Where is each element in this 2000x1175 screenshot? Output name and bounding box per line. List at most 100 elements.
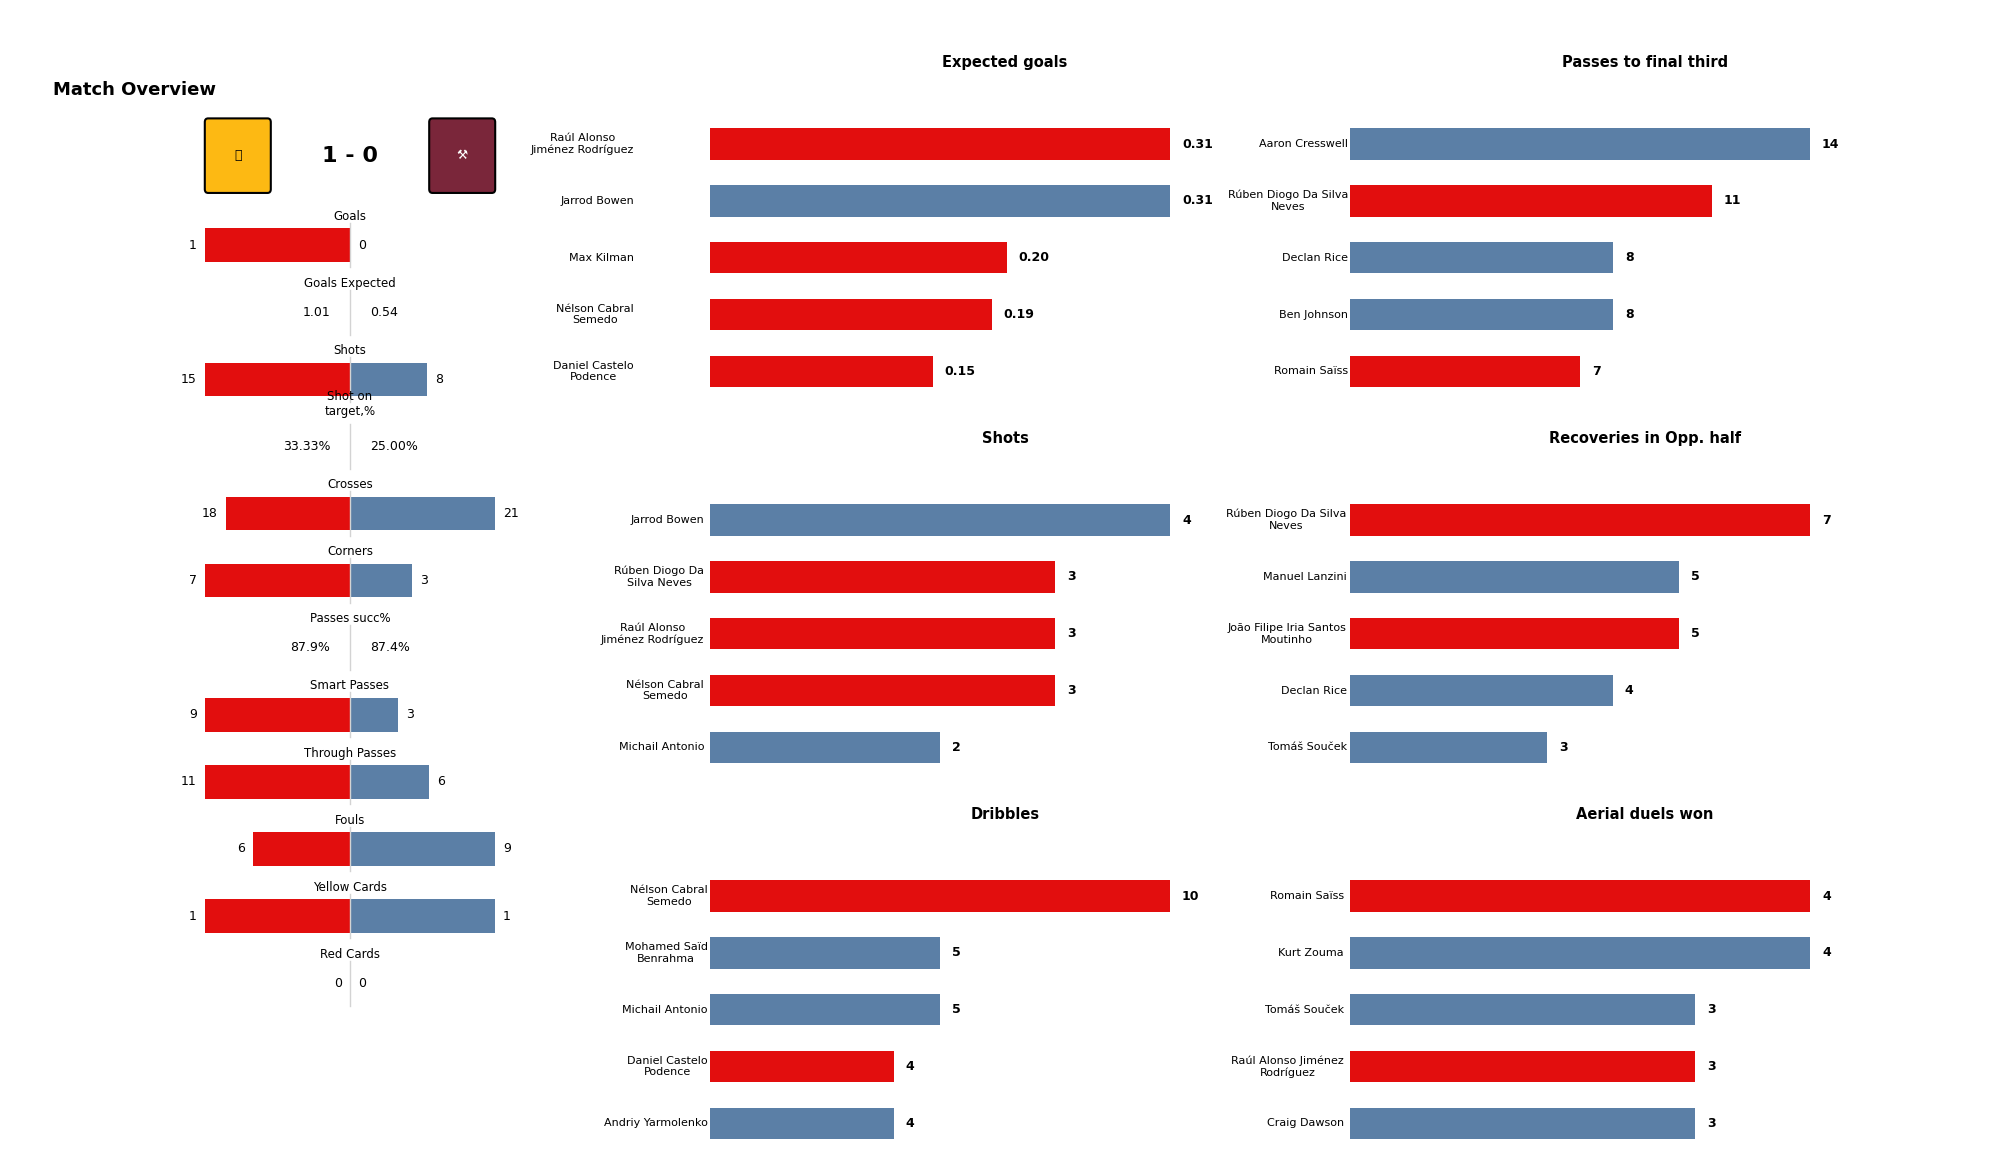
Text: Michail Antonio: Michail Antonio — [622, 1005, 708, 1015]
Bar — [710, 994, 940, 1026]
Text: 3: 3 — [1560, 741, 1568, 754]
Text: Smart Passes: Smart Passes — [310, 679, 390, 692]
Text: Passes to final third: Passes to final third — [1562, 55, 1728, 70]
Text: 7: 7 — [188, 575, 196, 588]
Text: Craig Dawson: Craig Dawson — [1266, 1119, 1344, 1128]
Text: Aaron Cresswell: Aaron Cresswell — [1260, 139, 1348, 149]
Text: 5: 5 — [1690, 627, 1700, 640]
Text: Through Passes: Through Passes — [304, 746, 396, 759]
Text: Tomáš Souček: Tomáš Souček — [1268, 743, 1346, 752]
Text: 87.9%: 87.9% — [290, 642, 330, 654]
Text: Daniel Castelo
Podence: Daniel Castelo Podence — [554, 361, 634, 382]
Text: Jarrod Bowen: Jarrod Bowen — [560, 196, 634, 206]
Text: 11: 11 — [182, 776, 196, 788]
Bar — [1350, 732, 1548, 763]
Text: 5: 5 — [1690, 570, 1700, 583]
Bar — [710, 186, 1170, 216]
Text: 0.15: 0.15 — [944, 365, 976, 378]
Text: 10: 10 — [1182, 889, 1200, 902]
Text: 5: 5 — [952, 946, 960, 959]
Text: Shots: Shots — [334, 344, 366, 357]
Bar — [350, 899, 496, 933]
Text: 8: 8 — [436, 372, 444, 385]
Text: 1 - 0: 1 - 0 — [322, 146, 378, 166]
Text: 4: 4 — [1182, 513, 1190, 526]
Text: 33.33%: 33.33% — [282, 439, 330, 452]
Text: Match Overview: Match Overview — [52, 81, 216, 99]
Text: Tomáš Souček: Tomáš Souček — [1264, 1005, 1344, 1015]
Text: 3: 3 — [1066, 684, 1076, 697]
Text: ⚽: ⚽ — [234, 149, 242, 162]
Bar — [1350, 298, 1612, 330]
Text: 1: 1 — [190, 239, 196, 251]
Text: Raúl Alonso Jiménez
Rodríguez: Raúl Alonso Jiménez Rodríguez — [1232, 1055, 1344, 1077]
Text: 3: 3 — [1066, 627, 1076, 640]
Text: 5: 5 — [952, 1003, 960, 1016]
Bar — [226, 497, 350, 530]
Bar — [204, 698, 350, 732]
Text: Declan Rice: Declan Rice — [1280, 685, 1346, 696]
Text: Raúl Alonso
Jiménez Rodríguez: Raúl Alonso Jiménez Rodríguez — [600, 623, 704, 645]
Bar — [1350, 618, 1678, 650]
Bar — [1350, 938, 1810, 968]
Bar — [1350, 504, 1810, 536]
Bar — [350, 497, 496, 530]
Bar — [350, 564, 412, 597]
Text: Max Kilman: Max Kilman — [568, 253, 634, 263]
Text: Fouls: Fouls — [334, 813, 366, 827]
Text: 7: 7 — [1822, 513, 1830, 526]
Bar — [710, 674, 1056, 706]
Bar — [1350, 128, 1810, 160]
Text: 1: 1 — [190, 909, 196, 922]
Text: 0: 0 — [358, 239, 366, 251]
Bar — [1350, 1050, 1696, 1082]
Text: Goals: Goals — [334, 210, 366, 223]
Bar — [204, 363, 350, 396]
Text: ⚒: ⚒ — [456, 149, 468, 162]
Text: 4: 4 — [906, 1117, 914, 1130]
Text: 3: 3 — [406, 709, 414, 721]
Bar — [1350, 242, 1612, 274]
Bar — [710, 1108, 894, 1139]
Text: Shot on
target,%: Shot on target,% — [324, 390, 376, 418]
Text: 0.19: 0.19 — [1004, 308, 1034, 321]
Text: 3: 3 — [1706, 1060, 1716, 1073]
Text: 18: 18 — [202, 508, 218, 521]
Text: 14: 14 — [1822, 137, 1840, 150]
Text: Nélson Cabral
Semedo: Nélson Cabral Semedo — [556, 304, 634, 325]
Bar — [1350, 1108, 1696, 1139]
Text: Declan Rice: Declan Rice — [1282, 253, 1348, 263]
Bar — [204, 765, 350, 799]
Bar — [254, 832, 350, 866]
Text: Rúben Diogo Da
Silva Neves: Rúben Diogo Da Silva Neves — [614, 566, 704, 588]
Text: Mohamed Saïd
Benrahma: Mohamed Saïd Benrahma — [624, 942, 708, 963]
Text: Red Cards: Red Cards — [320, 948, 380, 961]
Text: Dribbles: Dribbles — [970, 807, 1040, 822]
Text: Romain Saïss: Romain Saïss — [1274, 367, 1348, 376]
Text: 3: 3 — [1706, 1117, 1716, 1130]
Text: 4: 4 — [1822, 889, 1830, 902]
FancyBboxPatch shape — [430, 119, 496, 193]
Text: Nélson Cabral
Semedo: Nélson Cabral Semedo — [630, 885, 708, 907]
Text: 25.00%: 25.00% — [370, 439, 418, 452]
Text: 2: 2 — [952, 741, 960, 754]
Text: 3: 3 — [1066, 570, 1076, 583]
Text: Romain Saïss: Romain Saïss — [1270, 891, 1344, 901]
Text: João Filipe Iria Santos
Moutinho: João Filipe Iria Santos Moutinho — [1228, 623, 1346, 645]
Text: 11: 11 — [1724, 194, 1740, 207]
Text: 3: 3 — [420, 575, 428, 588]
Text: 87.4%: 87.4% — [370, 642, 410, 654]
Bar — [710, 1050, 894, 1082]
Bar — [1350, 186, 1712, 216]
Text: Aerial duels won: Aerial duels won — [1576, 807, 1714, 822]
Text: 21: 21 — [504, 508, 518, 521]
Text: Corners: Corners — [328, 545, 372, 558]
Bar — [350, 698, 398, 732]
Text: 4: 4 — [1624, 684, 1634, 697]
Bar — [204, 564, 350, 597]
Bar — [710, 880, 1170, 912]
Text: Michail Antonio: Michail Antonio — [618, 743, 704, 752]
Text: 0.20: 0.20 — [1018, 251, 1050, 264]
Text: Expected goals: Expected goals — [942, 55, 1068, 70]
Bar — [710, 356, 932, 387]
